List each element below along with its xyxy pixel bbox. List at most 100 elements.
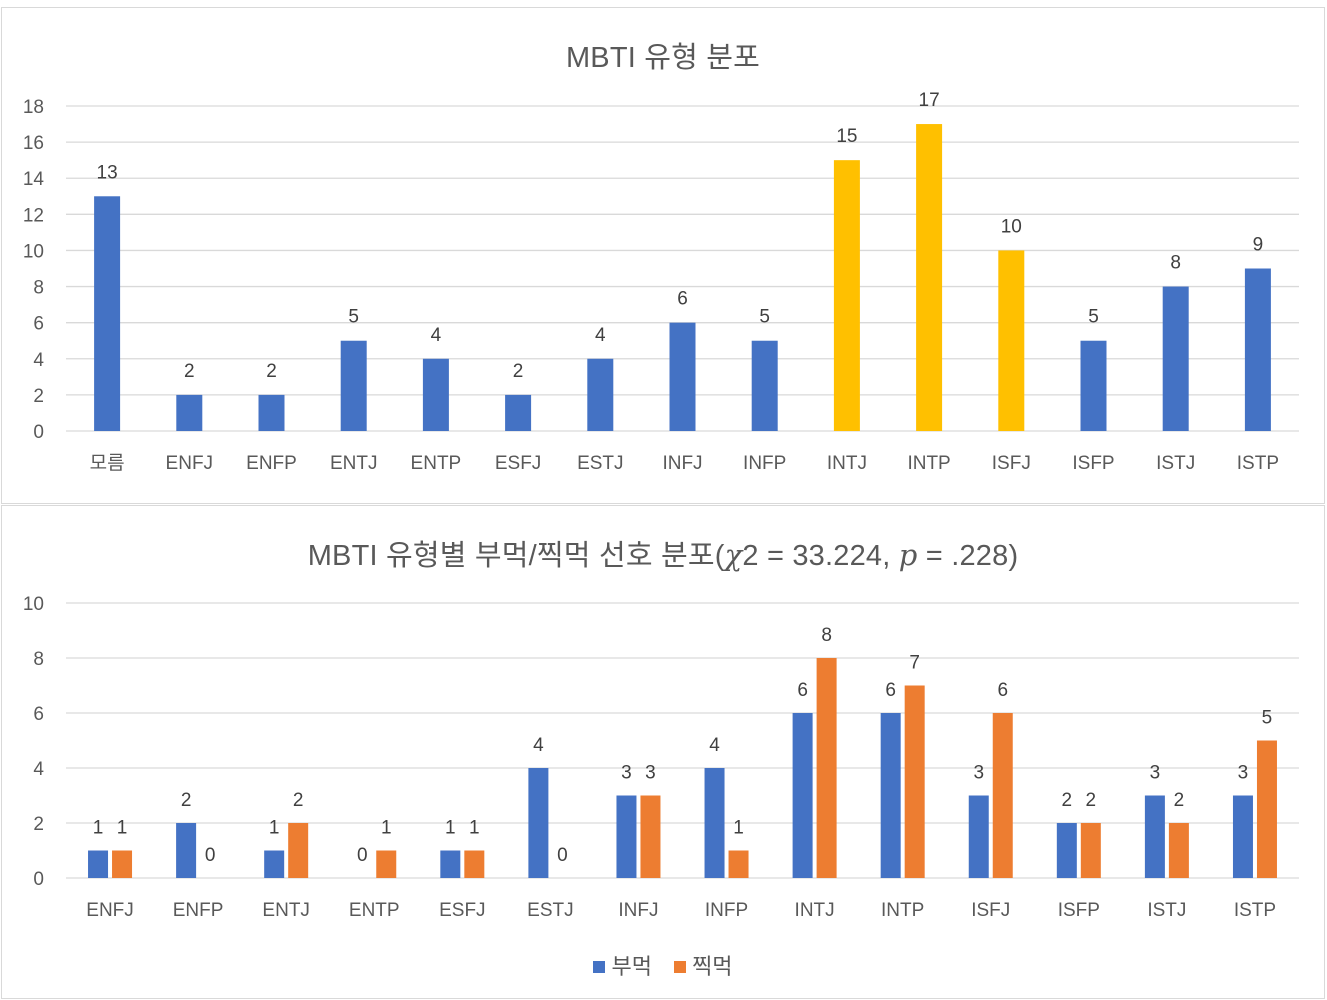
y-tick-label: 12 [23,205,44,226]
bar-ENTJ [340,340,367,431]
data-label: 17 [919,90,940,111]
x-tick-label: ESTJ [527,900,573,921]
data-label: 8 [821,625,832,646]
bar-INFP-1 [728,850,749,878]
data-label: 3 [1238,763,1249,784]
data-label: 2 [293,790,304,811]
bar-ENTP [422,358,449,431]
x-tick-label: INFP [705,900,748,921]
spreadsheet-grid-background [0,0,1327,10]
data-label: 9 [1253,235,1264,256]
bar-ENFJ [176,394,203,431]
bar-ENFJ-1 [112,850,133,878]
x-tick-label: 모름 [90,453,125,474]
data-label: 6 [885,680,896,701]
data-label: 3 [973,763,984,784]
data-label: 5 [1262,708,1273,729]
bar-ENFP [258,394,285,431]
data-label: 3 [621,763,632,784]
x-tick-label: ISTP [1237,453,1279,474]
x-tick-label: ISFP [1058,900,1100,921]
data-label: 5 [759,307,770,328]
y-tick-label: 10 [23,241,44,262]
data-label: 0 [205,845,216,866]
bar-ESFJ-0 [440,850,461,878]
data-label: 13 [97,162,118,183]
data-label: 4 [709,735,720,756]
data-label: 15 [836,126,857,147]
legend-swatch [674,961,687,973]
bar-INFJ-0 [616,795,637,878]
legend-label: 부먹 [611,954,652,979]
mbti-preference-chart[interactable]: MBTI 유형별 부먹/찍먹 선호 분포(χ2 = 33.224, p = .2… [1,505,1325,999]
x-tick-label: ISFJ [992,453,1031,474]
bar-INTJ-0 [792,713,813,878]
title-part: MBTI 유형별 부먹/찍먹 선호 분포( [307,540,725,572]
data-label: 1 [733,818,744,839]
x-tick-label: ENFJ [166,453,214,474]
x-tick-label: ESTJ [577,453,623,474]
bar-INFP [751,340,778,431]
y-tick-label: 16 [23,133,44,154]
bar-ISTJ-1 [1168,823,1189,878]
data-label: 0 [357,845,368,866]
bar-INTJ [833,160,860,431]
x-tick-label: ESFJ [439,900,485,921]
x-tick-label: ENFP [173,900,224,921]
bar-ISFJ-0 [968,795,989,878]
bar-ISFJ-1 [992,713,1013,878]
x-tick-label: ISTJ [1156,453,1195,474]
bar-모름 [94,196,121,431]
x-tick-label: INTP [881,900,924,921]
data-label: 5 [348,307,359,328]
bar-ENFP-0 [176,823,197,878]
bar-ISTP [1244,268,1271,431]
bar-ISTJ [1162,286,1189,431]
data-label: 3 [1150,763,1161,784]
y-tick-label: 8 [33,649,44,670]
x-tick-label: INFJ [662,453,702,474]
y-tick-label: 2 [33,386,44,407]
y-tick-label: 2 [33,814,44,835]
x-tick-label: ISFJ [971,900,1010,921]
y-tick-label: 14 [23,169,45,190]
bar-ISTJ-0 [1144,795,1165,878]
legend-item-bumeok[interactable]: 부먹 [593,949,652,981]
bar-INTJ-1 [816,658,837,878]
bar-INTP [916,124,943,432]
bar-ISFP [1080,340,1107,431]
y-tick-label: 6 [33,704,44,725]
x-tick-label: ESFJ [495,453,541,474]
bar-ENTJ-0 [264,850,285,878]
bar-INTP-1 [904,685,925,878]
data-label: 2 [1174,790,1185,811]
data-label: 4 [595,325,606,346]
bar-ISTP-1 [1256,740,1277,878]
bar-ENTJ-1 [288,823,309,878]
title-chi-symbol: χ [724,538,743,572]
bar-ESFJ-1 [464,850,485,878]
x-tick-label: INFP [743,453,786,474]
x-tick-label: INTJ [827,453,867,474]
legend-item-jjikmeok[interactable]: 찍먹 [674,949,733,981]
data-label: 2 [1062,790,1073,811]
y-tick-label: 0 [33,869,44,890]
data-label: 2 [181,790,192,811]
bar-ISTP-0 [1232,795,1253,878]
data-label: 1 [269,818,280,839]
x-tick-label: ENTP [349,900,400,921]
mbti-distribution-chart[interactable]: MBTI 유형 분포 0 2 4 6 8 10 12 14 16 18 13 모름 2 ENFJ 2 ENFP… [1,7,1325,504]
data-label: 1 [381,818,392,839]
bar-INFJ [669,322,696,431]
bar-ISFP-1 [1080,823,1101,878]
bar-ISFP-0 [1056,823,1077,878]
title-part: = .228) [917,540,1019,572]
data-label: 3 [645,763,656,784]
x-tick-label: ENTJ [262,900,310,921]
data-label: 4 [533,735,544,756]
x-tick-label: ENTJ [330,453,378,474]
x-tick-label: ISTP [1234,900,1276,921]
data-label: 8 [1170,253,1181,274]
x-tick-label: ENTP [411,453,462,474]
